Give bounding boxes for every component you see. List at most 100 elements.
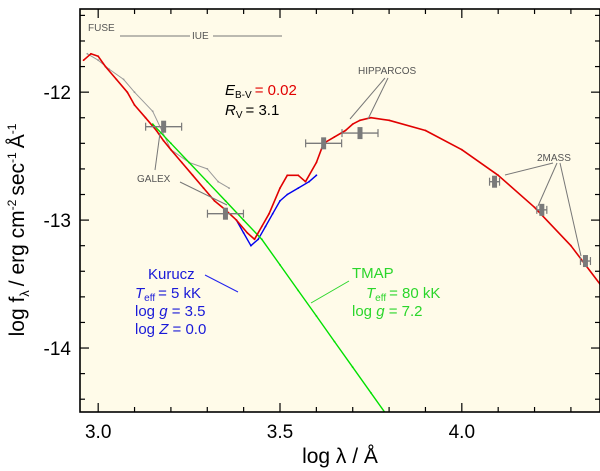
- iue-spectrum-point: [206, 168, 209, 170]
- tmap-model-point: [351, 366, 354, 369]
- kurucz-model-point: [308, 180, 310, 183]
- tmap-model-point: [170, 142, 172, 145]
- tmap-model-point: [315, 315, 318, 317]
- observed-spectrum-point: [570, 244, 572, 247]
- observed-spectrum-point: [82, 59, 85, 62]
- tmap-logg-symbol: g: [376, 303, 385, 320]
- photometry-point-galex: [145, 120, 183, 133]
- observed-spectrum-point: [359, 119, 361, 122]
- series-layer: [82, 52, 600, 420]
- photometry-point-2mass: [579, 255, 592, 268]
- fuse-label: FUSE: [88, 23, 115, 34]
- y-axis-title-main: log f: [6, 297, 29, 337]
- kurucz-model-point: [242, 232, 245, 234]
- tmap-model-point: [224, 200, 227, 202]
- kurucz-logz-prefix: log: [135, 321, 159, 338]
- axis-ticks: [80, 9, 600, 412]
- observed-spectrum-point: [133, 104, 136, 106]
- observed-spectrum-point: [297, 174, 300, 177]
- observed-spectrum-point: [180, 161, 183, 164]
- observed-spectrum-point: [246, 232, 249, 234]
- tmap-model-point: [370, 391, 372, 394]
- kurucz-logz-symbol: Z: [158, 321, 169, 338]
- y-tick-label: -12: [44, 83, 71, 104]
- observed-spectrum-point: [370, 116, 372, 119]
- x-tick-label: 4.0: [449, 422, 475, 443]
- tmap-model-point: [188, 161, 191, 164]
- rv-subscript: V: [236, 110, 243, 121]
- tmap-model-point: [388, 418, 390, 420]
- kurucz-model-point: [297, 187, 300, 190]
- observed-spectrum-point: [126, 91, 129, 94]
- observed-spectrum-point: [162, 139, 165, 142]
- photometry-point-hipparcos: [341, 127, 379, 140]
- tmap-teff-value: = 80 kK: [389, 285, 440, 302]
- y-axis-title-sub: λ: [17, 290, 32, 297]
- x-tick-label: 3.5: [267, 422, 293, 443]
- y-tick-label: -13: [44, 211, 71, 232]
- iue-spectrum-point: [86, 52, 89, 55]
- kurucz-model-point: [271, 212, 274, 215]
- kurucz-logg-prefix: log: [135, 303, 159, 320]
- observed-spectrum-point: [104, 65, 107, 68]
- observed-spectrum-point: [388, 119, 390, 122]
- observed-spectrum-point: [315, 161, 318, 164]
- iue-spectrum-point: [122, 78, 125, 81]
- tmap-title: TMAP: [352, 265, 394, 282]
- iue-spectrum-point: [217, 180, 220, 183]
- ebv-annotation: EB-V = 0.02: [225, 82, 297, 101]
- x-axis-title: log λ / Å: [302, 445, 378, 468]
- observed-spectrum-point: [286, 174, 289, 177]
- observed-spectrum-point: [533, 206, 536, 209]
- photometry-layer: [145, 120, 592, 268]
- annotation-arrows: [120, 35, 582, 304]
- y-axis-title: log fλ/ erg cm-2sec-1Å-1: [5, 123, 32, 336]
- axis-tick-labels: 3.0 3.5 4.0 -12 -13 -14: [44, 83, 475, 443]
- tmap-model-point: [333, 340, 336, 343]
- tmap-logg: log g = 7.2: [352, 303, 422, 320]
- y-axis-title-units: / erg cm: [6, 210, 29, 286]
- kurucz-logg-symbol: g: [159, 303, 168, 320]
- observed-spectrum-point: [253, 238, 256, 241]
- tmap-model-point: [297, 289, 300, 292]
- observed-spectrum-point: [235, 219, 238, 222]
- twomass-arrow-2: [537, 162, 558, 207]
- y-axis-title-exp2: -1: [5, 152, 19, 163]
- kurucz-model-point: [257, 238, 260, 241]
- hipparcos-label: HIPPARCOS: [358, 66, 416, 77]
- galex-arrow-1: [154, 132, 161, 171]
- y-tick-label: -14: [44, 339, 72, 360]
- tmap-logg-value: = 7.2: [385, 303, 423, 320]
- kurucz-model-point: [279, 200, 281, 202]
- observed-spectrum-point: [424, 129, 427, 132]
- rv-symbol: R: [225, 102, 236, 119]
- observed-spectrum-point: [144, 116, 147, 119]
- x-tick-label: 3.0: [85, 422, 111, 443]
- y-axis-title-angstrom: Å: [6, 134, 29, 148]
- tmap-teff-subscript: eff: [375, 293, 386, 304]
- observed-spectrum-point: [202, 187, 205, 190]
- kurucz-model-point: [315, 174, 318, 177]
- iue-spectrum-point: [97, 59, 100, 62]
- photometry-point-galex: [206, 207, 245, 220]
- observed-spectrum-point: [115, 78, 118, 81]
- tmap-teff-symbol: T: [366, 285, 377, 302]
- kurucz-teff-value: = 5 kK: [158, 285, 201, 302]
- kurucz-model-point: [286, 193, 289, 196]
- plot-frame: [79, 8, 600, 413]
- tmap-teff: Teff = 80 kK: [366, 285, 440, 304]
- kurucz-teff: Teff = 5 kK: [135, 285, 201, 304]
- kurucz-title: Kurucz: [148, 266, 195, 283]
- iue-spectrum-point: [228, 187, 231, 190]
- observed-spectrum-point: [191, 174, 194, 177]
- observed-spectrum-point: [268, 212, 270, 215]
- observed-spectrum-point: [333, 136, 336, 138]
- observed-spectrum-point: [213, 200, 216, 202]
- tmap-model-point: [206, 180, 209, 183]
- ebv-value: = 0.02: [255, 82, 297, 99]
- iue-spectrum-point: [133, 91, 136, 94]
- kurucz-logz: log Z = 0.0: [135, 321, 206, 338]
- ebv-subscript: B-V: [235, 90, 252, 101]
- galex-arrow-2: [179, 181, 228, 206]
